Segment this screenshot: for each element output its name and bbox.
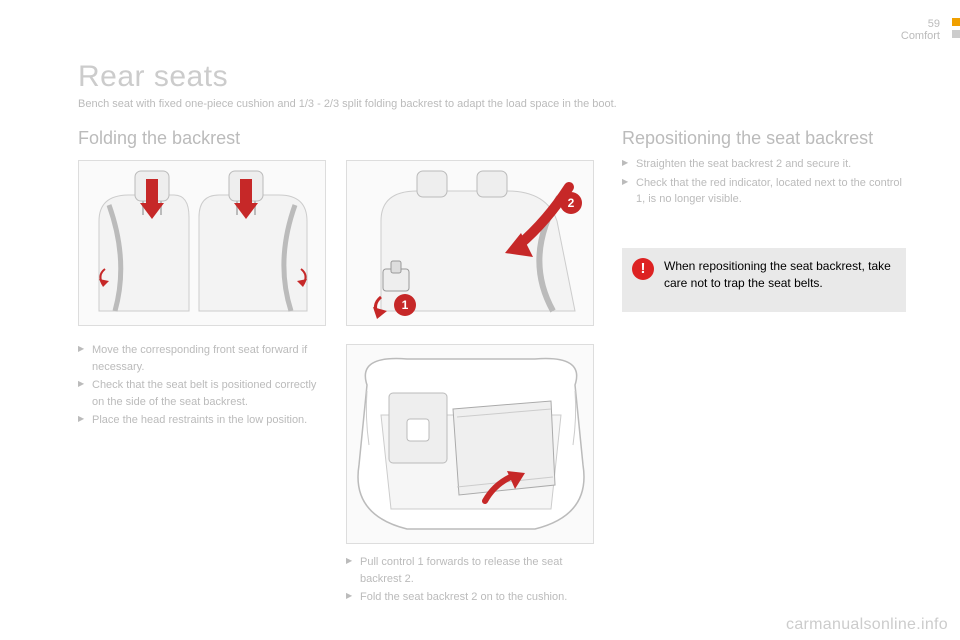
step-item: Place the head restraints in the low pos…	[78, 412, 326, 429]
steps-release: Pull control 1 forwards to release the s…	[346, 554, 594, 608]
step-item: Check that the red indicator, located ne…	[622, 175, 902, 208]
page-header: 59 Comfort	[901, 18, 940, 42]
steps-reposition: Straighten the seat backrest 2 and secur…	[622, 156, 902, 210]
subheading-reposition: Repositioning the seat backrest	[622, 128, 873, 149]
edge-tab	[952, 30, 960, 38]
illustration-boot	[346, 344, 594, 544]
edge-tab	[952, 18, 960, 26]
page-number: 59	[901, 18, 940, 30]
step-item: Straighten the seat backrest 2 and secur…	[622, 156, 902, 173]
page-title: Rear seats	[78, 60, 228, 94]
steps-folding: Move the corresponding front seat forwar…	[78, 342, 326, 431]
edge-tabs	[952, 18, 960, 42]
step-item: Move the corresponding front seat forwar…	[78, 342, 326, 375]
intro-text: Bench seat with fixed one-piece cushion …	[78, 98, 617, 110]
warning-box: ! When repositioning the seat backrest, …	[622, 248, 906, 312]
warning-text: When repositioning the seat backrest, ta…	[664, 258, 896, 292]
badge-1: 1	[402, 298, 409, 312]
watermark: carmanualsonline.info	[786, 616, 948, 634]
section-name: Comfort	[901, 30, 940, 42]
step-item: Pull control 1 forwards to release the s…	[346, 554, 594, 587]
step-item: Check that the seat belt is positioned c…	[78, 377, 326, 410]
illustration-release: 1 2	[346, 160, 594, 326]
subheading-folding: Folding the backrest	[78, 128, 240, 149]
warning-icon: !	[632, 258, 654, 280]
step-item: Fold the seat backrest 2 on to the cushi…	[346, 589, 594, 606]
badge-2: 2	[568, 196, 575, 210]
illustration-headrests	[78, 160, 326, 326]
